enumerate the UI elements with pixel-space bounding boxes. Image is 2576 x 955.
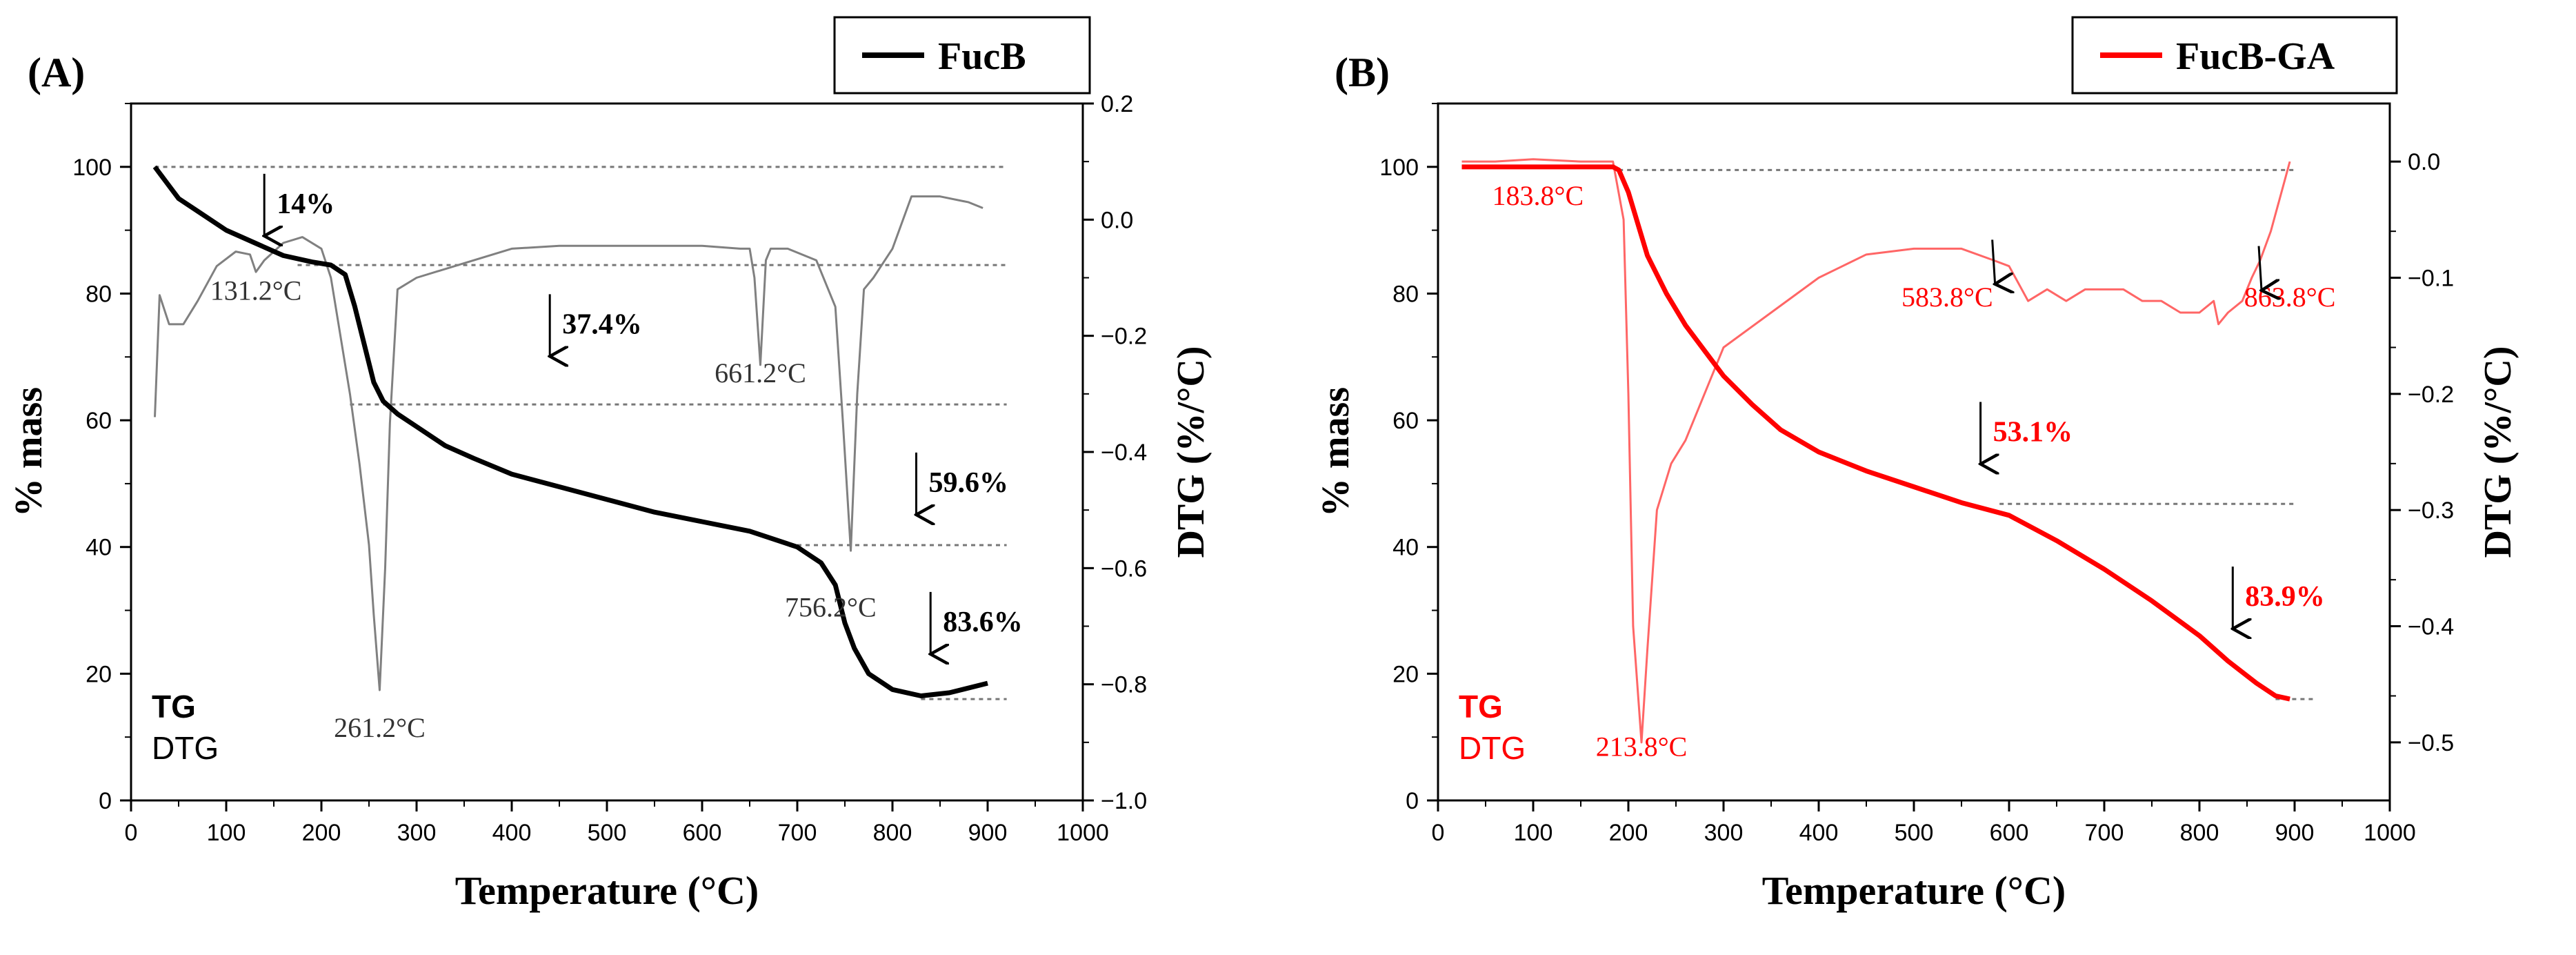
dtg-series-line [1461,158,2291,744]
y-tick-label: 0 [99,788,112,814]
annotation-label: 131.2°C [210,275,302,306]
y2-tick-label: 0.0 [2408,149,2440,175]
y-tick-label: 60 [86,408,112,434]
x-tick-label: 700 [778,820,817,846]
annotation-label: 213.8°C [1596,731,1688,762]
x-tick-label: 500 [588,820,627,846]
y-axis-title: % mass [1315,387,1357,517]
annotation-label: 756.2°C [785,592,877,623]
x-tick-label: 300 [397,820,437,846]
annotation-label: 583.8°C [1901,282,1993,313]
y-tick-label: 80 [1392,281,1419,307]
annotation-label: 37.4% [562,308,642,340]
y2-tick-label: −0.4 [1101,440,1147,466]
panel-label: (B) [1335,50,1390,95]
annotation-label: 83.9% [2245,581,2325,613]
dtg-series-label: DTG [1459,730,1526,766]
legend-label: FucB-GA [2176,35,2335,78]
annotation-label: 863.8°C [2244,282,2336,313]
annotation-label: 183.8°C [1492,180,1584,211]
panel-label: (A) [28,50,85,95]
dtg-series-line [154,195,984,691]
x-tick-label: 700 [2085,820,2124,846]
y-tick-label: 60 [1392,408,1419,434]
x-tick-label: 200 [302,820,341,846]
x-tick-label: 400 [1799,820,1839,846]
annotation-label: 261.2°C [334,712,426,743]
annotation-label: 661.2°C [715,357,806,388]
x-tick-label: 100 [1514,820,1553,846]
y-tick-label: 80 [86,281,112,307]
annotation-label: 83.6% [943,607,1023,638]
y2-tick-label: −0.5 [2408,730,2454,756]
x-tick-label: 800 [2180,820,2219,846]
y2-tick-label: −0.2 [1101,324,1147,350]
y2-tick-label: 0.2 [1101,91,1133,117]
x-tick-label: 1000 [2364,820,2416,846]
y2-tick-label: −0.4 [2408,614,2454,640]
peak-pointer-arrow [2257,246,2262,291]
x-tick-label: 500 [1895,820,1934,846]
y-tick-label: 40 [1392,535,1419,561]
y-tick-label: 20 [86,661,112,687]
y2-tick-label: −1.0 [1101,788,1147,814]
x-tick-label: 600 [1990,820,2029,846]
y-tick-label: 20 [1392,661,1419,687]
tg-series-label: TG [152,689,196,725]
y2-axis-title: DTG (%/°C) [2477,346,2519,558]
legend-label: FucB [938,35,1026,78]
x-tick-label: 200 [1609,820,1648,846]
x-axis-title: Temperature (°C) [455,868,759,913]
y-axis-title: % mass [8,387,50,517]
y-tick-label: 100 [1379,155,1419,181]
y2-tick-label: −0.3 [2408,498,2454,524]
y2-tick-label: −0.8 [1101,672,1147,698]
y2-tick-label: −0.1 [2408,266,2454,292]
tg-series-label: TG [1459,689,1503,725]
y-tick-label: 0 [1406,788,1419,814]
panel-a: 0 100 200 300 400 500 600 700 800 900 1000 0 20 40 60 8… [8,16,1212,913]
x-axis-title: Temperature (°C) [1762,868,2066,913]
tg-series-line [1461,164,2290,702]
x-tick-label: 400 [492,820,532,846]
peak-pointer-arrow [1991,239,1995,284]
y2-axis-title: DTG (%/°C) [1170,346,1212,558]
x-tick-label: 800 [873,820,912,846]
x-tick-label: 0 [125,820,138,846]
annotation-label: 14% [277,188,335,220]
y-tick-label: 100 [72,155,112,181]
y2-tick-label: −0.2 [2408,382,2454,408]
x-tick-label: 600 [683,820,722,846]
x-tick-label: 900 [968,820,1008,846]
dtg-series-label: DTG [152,730,219,766]
y2-tick-label: 0.0 [1101,207,1133,233]
x-tick-label: 0 [1432,820,1445,846]
x-tick-label: 100 [207,820,246,846]
y2-tick-label: −0.6 [1101,555,1147,582]
x-tick-label: 1000 [1057,820,1109,846]
x-tick-label: 300 [1704,820,1744,846]
annotation-label: 53.1% [1993,416,2073,448]
y-tick-label: 40 [86,535,112,561]
x-tick-label: 900 [2275,820,2315,846]
tg-series-line [152,165,988,698]
annotation-label: 59.6% [929,467,1009,499]
panel-b: 0 100 200 300 400 500 600 700 800 900 1000 0 20 40 60 8… [1315,16,2519,913]
